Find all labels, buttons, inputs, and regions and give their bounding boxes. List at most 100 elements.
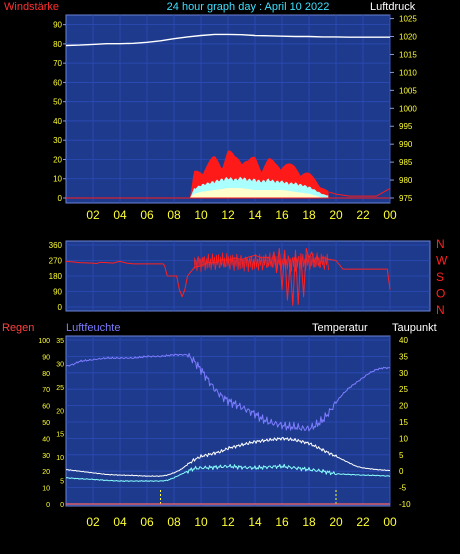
wind-direction-grid <box>66 241 430 311</box>
hour-tick-label: 10 <box>194 208 208 222</box>
wind-tick-label: 40 <box>53 117 62 126</box>
rain-tick-label: 25 <box>56 385 64 392</box>
temperature-tick-label: 10 <box>399 434 408 443</box>
wind-tick-label: 60 <box>53 78 62 87</box>
compass-label: S <box>436 270 444 284</box>
hour-tick-label: 08 <box>167 208 181 222</box>
humidity-tick-label: 80 <box>42 371 50 378</box>
pressure-tick-label: 1000 <box>399 104 417 113</box>
temperature-tick-label: -5 <box>399 484 407 493</box>
wind-gust-tail <box>329 187 391 197</box>
luftdruck-label: Luftdruck <box>370 1 416 13</box>
temperature-tick-label: 30 <box>399 369 408 378</box>
hour-tick-label: 00 <box>383 515 397 529</box>
wind-pressure-series <box>65 33 391 199</box>
luftfeuchte-label: Luftfeuchte <box>66 322 120 334</box>
pressure-tick-label: 995 <box>399 122 413 131</box>
dewpoint-line <box>65 463 391 482</box>
pressure-line <box>65 33 390 47</box>
wind-tick-label: 80 <box>53 40 62 49</box>
direction-tick-label: 180 <box>49 272 63 281</box>
pressure-tick-label: 985 <box>399 158 413 167</box>
pressure-tick-label: 1010 <box>399 68 417 77</box>
humidity-tick-label: 100 <box>38 338 50 345</box>
chart-title: 24 hour graph day : April 10 2022 <box>167 1 330 13</box>
hour-tick-label: 22 <box>356 515 370 529</box>
humidity-tick-label: 40 <box>42 436 50 443</box>
hour-tick-label: 12 <box>221 515 235 529</box>
hour-tick-label: 12 <box>221 208 235 222</box>
rain-tick-label: 35 <box>56 338 64 345</box>
rain-tick-label: 20 <box>56 408 64 415</box>
temperature-tick-label: 35 <box>399 352 408 361</box>
wind-tick-label: 70 <box>53 59 62 68</box>
direction-tick-label: 0 <box>58 303 63 312</box>
rain-tick-label: 5 <box>60 479 64 486</box>
pressure-tick-label: 1020 <box>399 33 417 42</box>
wind-tick-label: 10 <box>53 175 62 184</box>
hour-tick-label: 02 <box>86 208 100 222</box>
wind-tick-label: 50 <box>53 98 62 107</box>
rain-axis: 35 30 25 20 15 10 5 0 <box>56 338 64 509</box>
hour-tick-label: 04 <box>113 515 127 529</box>
hour-tick-label: 16 <box>275 208 289 222</box>
pressure-tick-label: 990 <box>399 140 413 149</box>
direction-tick-label: 360 <box>49 241 63 250</box>
pressure-tick-label: 975 <box>399 194 413 203</box>
humidity-tick-label: 50 <box>42 420 50 427</box>
hour-tick-label: 20 <box>329 208 343 222</box>
direction-tick-label: 90 <box>53 288 62 297</box>
wind-tick-label: 90 <box>53 21 62 30</box>
hour-tick-label: 18 <box>302 515 316 529</box>
humidity-tick-label: 90 <box>42 354 50 361</box>
rain-tick-label: 15 <box>56 432 64 439</box>
rain-tick-label: 30 <box>56 361 64 368</box>
wind-speed-axis: 90 80 70 60 50 40 30 20 10 0 <box>53 21 66 203</box>
wind-tick-label: 0 <box>58 194 63 203</box>
wind-direction-noise <box>193 252 329 273</box>
direction-tick-label: 270 <box>49 257 63 266</box>
hour-tick-label: 20 <box>329 515 343 529</box>
hour-tick-label: 00 <box>383 208 397 222</box>
wind-tick-label: 20 <box>53 155 62 164</box>
windstaerke-label: Windstärke <box>4 1 59 13</box>
humidity-line <box>65 352 391 432</box>
compass-label: O <box>436 287 445 301</box>
temperature-line <box>66 437 390 477</box>
humidity-tick-label: 20 <box>42 469 50 476</box>
temperature-tick-label: 5 <box>399 451 404 460</box>
compass-label: W <box>436 254 448 268</box>
wind-pressure-grid <box>66 15 391 203</box>
humidity-tick-label: 30 <box>42 453 50 460</box>
compass-label: N <box>436 237 445 251</box>
rain-tick-label: 0 <box>60 502 64 509</box>
hour-tick-label: 02 <box>86 515 100 529</box>
pressure-tick-label: 1015 <box>399 50 417 59</box>
hour-tick-label: 14 <box>248 208 262 222</box>
hour-tick-label: 22 <box>356 208 370 222</box>
hour-tick-label: 16 <box>275 515 289 529</box>
temperature-tick-label: 40 <box>399 336 408 345</box>
temperature-tick-label: 20 <box>399 402 408 411</box>
hour-tick-label: 04 <box>113 208 127 222</box>
temperature-axis: 40 35 30 25 20 15 10 5 0 -5 -10 <box>399 336 411 509</box>
rain-tick-label: 10 <box>56 455 64 462</box>
compass-label: N <box>436 303 445 317</box>
pressure-tick-label: 980 <box>399 176 413 185</box>
temperatur-label: Temperatur <box>312 322 368 334</box>
taupunkt-label: Taupunkt <box>392 322 437 334</box>
hour-tick-label: 14 <box>248 515 262 529</box>
hour-tick-label: 08 <box>167 515 181 529</box>
pressure-tick-label: 1025 <box>399 15 417 24</box>
humidity-tick-label: 70 <box>42 387 50 394</box>
humidity-tick-label: 0 <box>46 502 50 509</box>
hour-tick-label: 10 <box>194 515 208 529</box>
temperature-tick-label: 15 <box>399 418 408 427</box>
humidity-tick-label: 10 <box>42 486 50 493</box>
regen-label: Regen <box>2 322 34 334</box>
